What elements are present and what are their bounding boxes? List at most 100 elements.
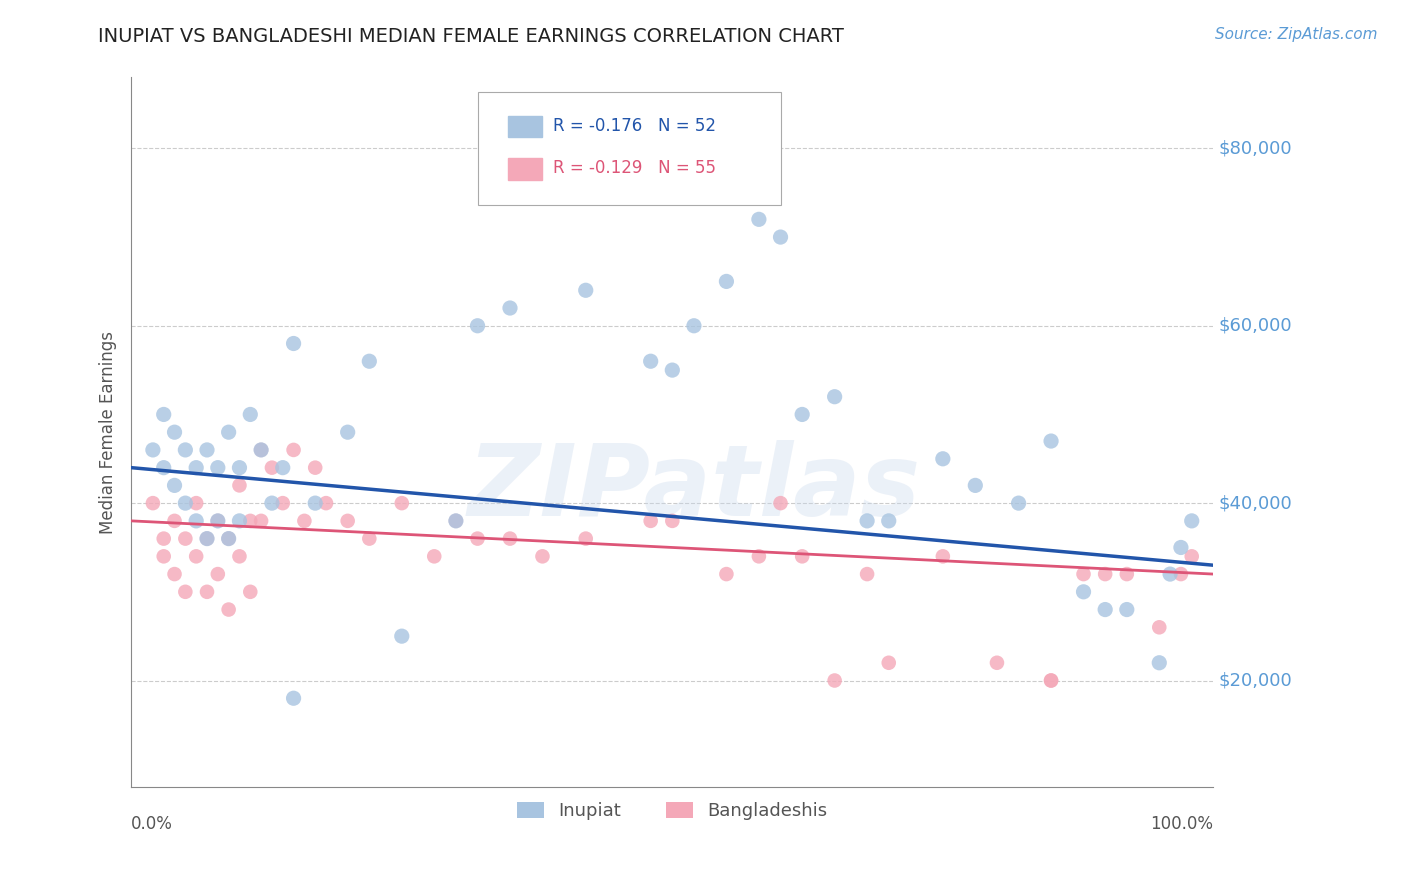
Point [174,442,197,457]
Point [195,584,218,599]
Point [575,283,598,297]
Point [359,532,381,546]
Point [218,425,240,440]
Point [283,442,305,457]
Point [250,514,273,528]
Text: R = -0.176   N = 52: R = -0.176 N = 52 [554,117,716,135]
Point [163,478,186,492]
Text: $80,000: $80,000 [1219,139,1292,157]
Point [260,496,283,510]
Point [1149,656,1171,670]
Point [824,673,846,688]
Text: ZIPatlas: ZIPatlas [467,441,921,538]
Point [218,602,240,616]
Point [271,460,294,475]
Point [769,496,792,510]
Point [748,549,770,564]
Point [163,514,186,528]
Point [877,514,900,528]
Point [716,567,738,582]
Point [683,318,706,333]
Point [444,514,467,528]
Bar [508,158,543,179]
Point [661,363,683,377]
Point [792,549,814,564]
Point [207,460,229,475]
Point [932,549,955,564]
Point [186,460,208,475]
Point [444,514,467,528]
Point [467,532,489,546]
Point [250,442,273,457]
Point [218,532,240,546]
Point [239,408,262,422]
Point [986,656,1008,670]
Point [499,301,522,315]
Point [207,514,229,528]
Point [152,408,174,422]
Point [250,442,273,457]
Point [1040,673,1063,688]
Point [748,212,770,227]
Point [391,496,413,510]
Point [824,390,846,404]
Text: 0.0%: 0.0% [131,815,173,833]
Point [271,496,294,510]
Point [174,584,197,599]
Point [228,478,250,492]
Text: 100.0%: 100.0% [1150,815,1213,833]
Point [304,460,326,475]
Point [1040,673,1063,688]
Point [932,451,955,466]
Point [152,460,174,475]
Point [195,532,218,546]
Point [467,318,489,333]
Point [283,336,305,351]
Text: $60,000: $60,000 [1219,317,1292,334]
Point [186,514,208,528]
Point [1073,584,1095,599]
Point [531,549,554,564]
Point [186,496,208,510]
Point [856,514,879,528]
Point [142,496,165,510]
Point [769,230,792,244]
Point [877,656,900,670]
Point [1073,567,1095,582]
Text: $20,000: $20,000 [1219,672,1292,690]
Point [163,567,186,582]
Point [423,549,446,564]
Point [336,425,359,440]
Text: Source: ZipAtlas.com: Source: ZipAtlas.com [1215,27,1378,42]
Point [1007,496,1029,510]
Point [195,442,218,457]
Point [575,532,598,546]
FancyBboxPatch shape [478,92,780,205]
Legend: Inupiat, Bangladeshis: Inupiat, Bangladeshis [509,795,835,828]
Point [1115,567,1137,582]
Point [1181,514,1204,528]
Text: $40,000: $40,000 [1219,494,1292,512]
Point [239,514,262,528]
Point [207,514,229,528]
Y-axis label: Median Female Earnings: Median Female Earnings [100,331,117,533]
Point [640,354,662,368]
Point [186,549,208,564]
Point [228,514,250,528]
Bar [508,116,543,137]
Point [856,567,879,582]
Point [499,532,522,546]
Point [1170,541,1192,555]
Point [391,629,413,643]
Point [1094,602,1116,616]
Point [283,691,305,706]
Point [174,496,197,510]
Point [152,532,174,546]
Point [359,354,381,368]
Point [315,496,337,510]
Point [174,532,197,546]
Point [336,514,359,528]
Point [965,478,987,492]
Point [260,460,283,475]
Point [152,549,174,564]
